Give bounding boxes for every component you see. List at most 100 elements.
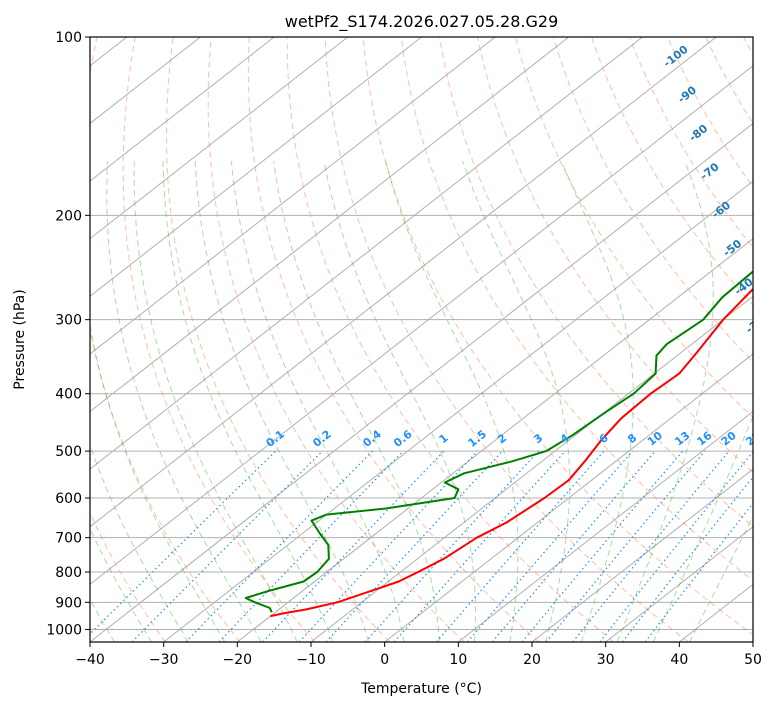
mixing-ratio-line	[262, 450, 445, 642]
moist-adiabat-line	[652, 414, 753, 642]
x-axis-title: Temperature (°C)	[360, 681, 482, 697]
dry-adiabat-line	[247, 37, 540, 642]
mixing-ratio-line	[131, 450, 323, 642]
mixing-ratio-label: 20	[719, 429, 739, 449]
y-tick-label: 300	[55, 313, 82, 329]
x-tick-label: 40	[670, 652, 688, 668]
dry-adiabat-line	[90, 37, 241, 642]
dry-adiabat-line	[286, 37, 614, 642]
moist-adiabat-line	[385, 160, 519, 642]
mixing-ratio-label: 3	[531, 431, 545, 446]
dry-adiabat-line	[400, 37, 753, 582]
dry-adiabat-line	[90, 511, 166, 642]
dry-adiabat-line	[166, 37, 390, 642]
temperature-profile-line	[270, 287, 753, 618]
x-tick-label: −30	[149, 652, 179, 668]
mixing-ratio-label: 10	[645, 429, 665, 449]
mixing-ratio-line	[599, 451, 753, 642]
dry-adiabat-line	[667, 37, 753, 188]
chart-title: wetPf2_S174.2026.027.05.28.G29	[285, 12, 559, 32]
mixing-ratio-line	[572, 450, 730, 642]
isotherm-line	[752, 641, 753, 642]
mixing-ratio-line	[521, 450, 684, 642]
mixing-ratio-label: 2	[495, 431, 509, 446]
moist-adiabat-line	[273, 161, 440, 642]
x-tick-label: −20	[223, 652, 253, 668]
mixing-ratio-line	[467, 450, 634, 642]
mixing-ratio-line	[621, 476, 753, 642]
plot-frame	[89, 36, 754, 643]
x-tick-label: 0	[380, 652, 389, 668]
moist-adiabat-line	[560, 160, 634, 642]
isotherm-line	[384, 353, 753, 642]
dry-adiabat-line	[438, 37, 753, 528]
theta-e-label: -100	[661, 43, 691, 70]
x-tick-label: 10	[449, 652, 467, 668]
x-tick-label: 30	[597, 652, 615, 668]
moist-adiabat-line	[689, 515, 753, 642]
isotherm-line	[90, 37, 275, 182]
y-axis-title: Pressure (hPa)	[12, 289, 28, 389]
moist-adiabat-line	[162, 161, 334, 642]
mixing-ratio-label: 0.1	[264, 428, 287, 450]
plot-area	[0, 37, 753, 642]
dry-adiabat-line	[515, 37, 753, 419]
dewpoint-profile-line	[244, 270, 753, 613]
y-tick-label: 600	[55, 491, 82, 507]
isotherm-line	[90, 37, 570, 413]
isotherm-line	[310, 295, 753, 642]
y-tick-label: 900	[55, 595, 82, 611]
isotherm-line	[531, 468, 753, 642]
y-tick-label: 700	[55, 531, 82, 547]
isotherm-line	[90, 37, 422, 297]
mixing-ratio-label: 30	[764, 429, 775, 449]
mixing-ratio-line	[393, 450, 566, 642]
y-tick-label: 800	[55, 565, 82, 581]
mixing-ratio-label: 1.5	[466, 428, 489, 450]
y-tick-label: 1000	[46, 622, 82, 638]
mixing-ratio-line	[325, 450, 503, 642]
mixing-ratio-line	[435, 450, 605, 642]
moist-adiabat-line	[0, 161, 3, 642]
moist-adiabat-line	[323, 160, 476, 642]
isotherm-line	[236, 238, 753, 642]
y-tick-label: 500	[55, 444, 82, 460]
theta-e-label: -40	[732, 275, 756, 298]
theta-e-label: -50	[721, 237, 745, 260]
theta-e-label: -90	[675, 83, 699, 106]
dry-adiabat-line	[477, 37, 753, 473]
y-tick-label: 200	[55, 208, 82, 224]
moist-adiabat-line	[90, 443, 189, 642]
moist-adiabat-line	[0, 161, 40, 642]
isotherm-line	[163, 180, 753, 642]
mixing-ratio-line	[644, 502, 753, 642]
theta-e-label: -80	[687, 122, 711, 145]
mixing-ratio-line	[90, 450, 277, 635]
x-tick-label: 20	[523, 652, 541, 668]
dry-adiabat-line	[324, 37, 689, 642]
theta-e-label: -30	[743, 314, 767, 337]
moist-adiabat-line	[133, 161, 298, 642]
isotherm-line	[605, 526, 753, 642]
dry-adiabat-line	[743, 37, 753, 56]
dry-adiabat-line	[553, 37, 753, 363]
mixing-ratio-label: 0.6	[391, 427, 415, 449]
theta-e-label: -10	[766, 390, 775, 413]
dry-adiabat-line	[629, 37, 753, 249]
y-tick-label: 100	[55, 30, 82, 46]
dry-adiabat-line	[207, 37, 465, 642]
axes: −40 −30 −20 −10 0 10 20 30 40 50 100 200 300 400 500 60…	[46, 30, 762, 668]
isotherm-line	[90, 37, 717, 528]
theta-e-label: -20	[755, 352, 775, 375]
isotherm-line	[90, 37, 643, 470]
mixing-ratio-label: 0.2	[310, 428, 333, 450]
moist-adiabat-line	[90, 597, 115, 642]
mixing-ratio-line	[545, 450, 706, 642]
mixing-ratio-label: 13	[672, 429, 692, 449]
isotherm-line	[90, 122, 753, 642]
isotherm-line	[90, 65, 753, 585]
moist-adiabat-line	[616, 160, 714, 642]
dry-adiabat-line	[362, 37, 753, 636]
moist-adiabat-line	[194, 161, 369, 642]
